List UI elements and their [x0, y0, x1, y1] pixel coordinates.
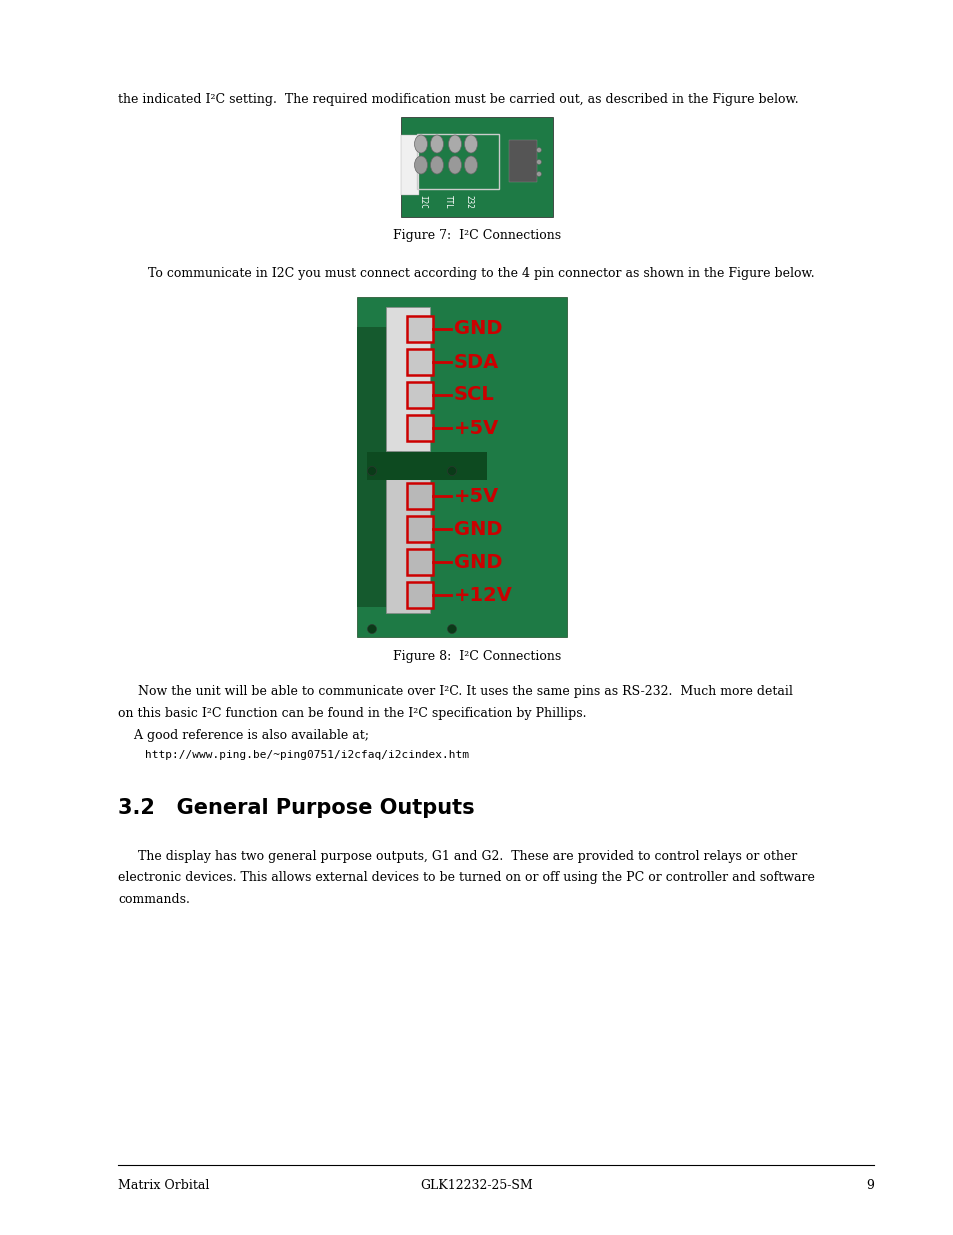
FancyBboxPatch shape: [386, 308, 430, 451]
Ellipse shape: [414, 135, 427, 153]
Text: I2C: I2C: [418, 195, 427, 209]
Text: on this basic I²C function can be found in the I²C specification by Phillips.: on this basic I²C function can be found …: [118, 706, 586, 720]
Text: +12V: +12V: [454, 585, 513, 604]
Bar: [407, 316, 433, 342]
Text: GND: GND: [454, 320, 502, 338]
Text: +5V: +5V: [454, 419, 498, 437]
Ellipse shape: [430, 135, 443, 153]
Bar: [407, 582, 433, 608]
Text: the indicated I²C setting.  The required modification must be carried out, as de: the indicated I²C setting. The required …: [118, 93, 798, 106]
Ellipse shape: [448, 135, 461, 153]
Bar: [400, 135, 418, 195]
Text: Matrix Orbital: Matrix Orbital: [118, 1179, 209, 1192]
Circle shape: [367, 625, 376, 634]
Bar: [407, 382, 433, 408]
Bar: [407, 350, 433, 375]
Circle shape: [447, 625, 456, 634]
Text: 3.2   General Purpose Outputs: 3.2 General Purpose Outputs: [118, 798, 475, 818]
Ellipse shape: [464, 135, 477, 153]
Text: http://www.ping.be/~ping0751/i2cfaq/i2cindex.htm: http://www.ping.be/~ping0751/i2cfaq/i2ci…: [118, 750, 469, 760]
Bar: [407, 483, 433, 509]
Ellipse shape: [464, 156, 477, 174]
Text: 9: 9: [865, 1179, 873, 1192]
Text: GND: GND: [454, 520, 502, 538]
Circle shape: [536, 147, 541, 152]
Ellipse shape: [414, 156, 427, 174]
Circle shape: [367, 467, 376, 475]
Bar: [367, 452, 486, 480]
Text: electronic devices. This allows external devices to be turned on or off using th: electronic devices. This allows external…: [118, 872, 814, 884]
Text: SCL: SCL: [454, 385, 495, 405]
Text: GND: GND: [454, 552, 502, 572]
Bar: [407, 415, 433, 441]
Bar: [407, 550, 433, 576]
Text: Now the unit will be able to communicate over I²C. It uses the same pins as RS-2: Now the unit will be able to communicate…: [118, 685, 792, 698]
Text: A good reference is also available at;: A good reference is also available at;: [118, 729, 369, 741]
Bar: [416, 135, 498, 189]
Text: Figure 7:  I²C Connections: Figure 7: I²C Connections: [393, 228, 560, 242]
Circle shape: [536, 172, 541, 177]
Text: Figure 8:  I²C Connections: Figure 8: I²C Connections: [393, 650, 560, 663]
Ellipse shape: [430, 156, 443, 174]
Bar: [407, 516, 433, 542]
Text: SDA: SDA: [454, 352, 498, 372]
Text: GLK12232-25-SM: GLK12232-25-SM: [420, 1179, 533, 1192]
Circle shape: [447, 467, 456, 475]
FancyBboxPatch shape: [386, 475, 430, 613]
Circle shape: [536, 159, 541, 164]
Text: TTL: TTL: [443, 195, 452, 209]
Text: 232: 232: [464, 195, 473, 209]
Text: The display has two general purpose outputs, G1 and G2.  These are provided to c: The display has two general purpose outp…: [118, 850, 797, 863]
Text: commands.: commands.: [118, 893, 190, 906]
Text: +5V: +5V: [454, 487, 498, 505]
Bar: [509, 140, 537, 182]
Bar: [356, 327, 401, 606]
Bar: [400, 117, 553, 217]
Ellipse shape: [448, 156, 461, 174]
Bar: [356, 296, 566, 637]
Text: To communicate in I2C you must connect according to the 4 pin connector as shown: To communicate in I2C you must connect a…: [148, 267, 814, 280]
